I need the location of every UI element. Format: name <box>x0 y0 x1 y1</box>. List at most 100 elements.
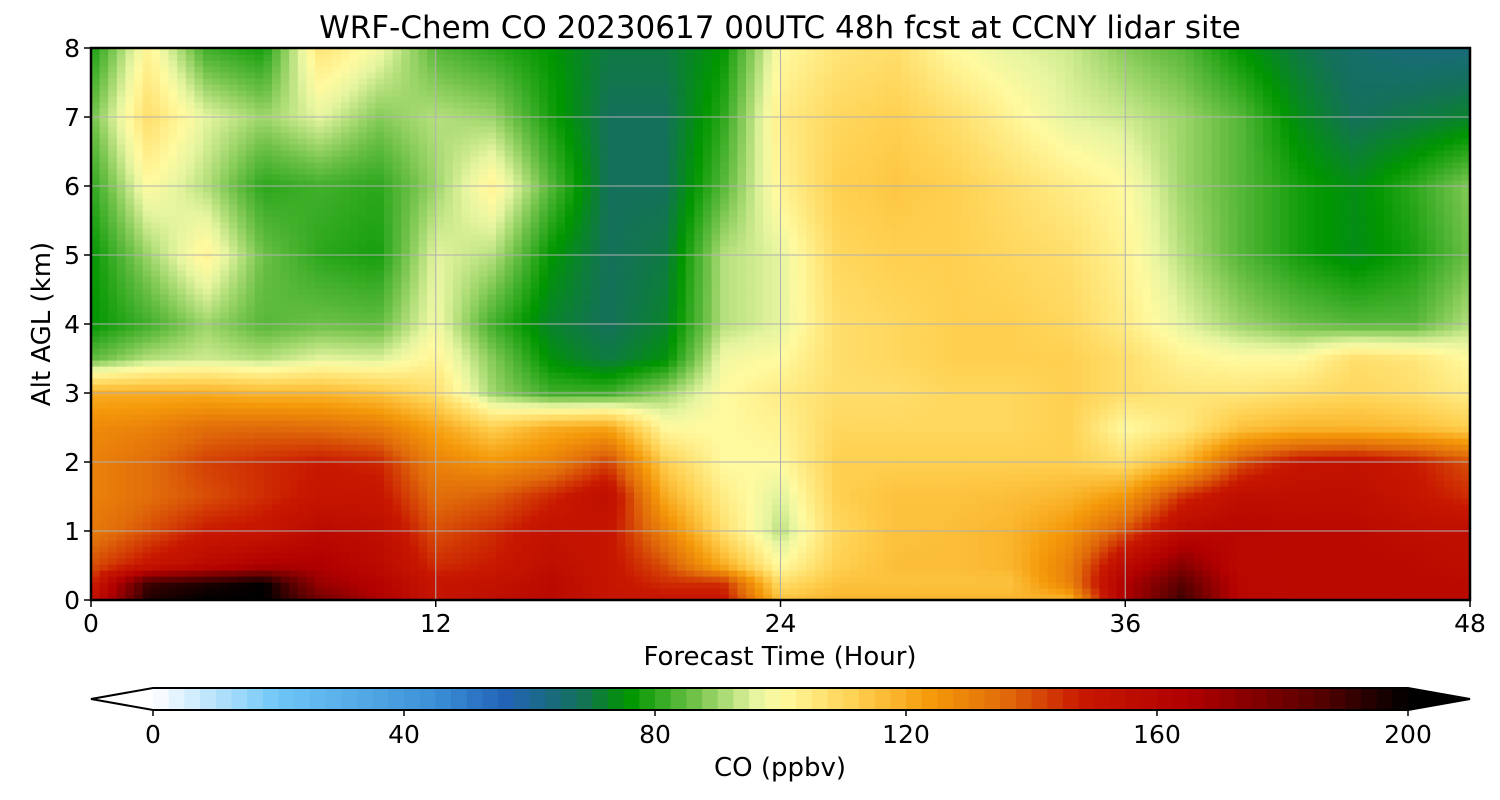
heatmap-cell <box>151 498 160 505</box>
heatmap-cell <box>177 438 186 445</box>
heatmap-cell <box>332 498 341 505</box>
heatmap-cell <box>117 246 126 253</box>
heatmap-cell <box>358 432 367 439</box>
heatmap-cell <box>143 78 152 85</box>
heatmap-cell <box>496 84 505 91</box>
heatmap-cell <box>125 216 134 223</box>
heatmap-cell <box>246 138 255 145</box>
heatmap-cell <box>375 210 384 217</box>
heatmap-cell <box>479 396 488 403</box>
heatmap-cell <box>358 336 367 343</box>
heatmap-cell <box>151 246 160 253</box>
heatmap-cell <box>393 258 402 265</box>
heatmap-cell <box>125 360 134 367</box>
heatmap-cell <box>436 216 445 223</box>
heatmap-cell <box>324 438 333 445</box>
heatmap-cell <box>169 360 178 367</box>
heatmap-cell <box>160 288 169 295</box>
heatmap-cell <box>401 144 410 151</box>
heatmap-cell <box>393 276 402 283</box>
heatmap-cell <box>238 210 247 217</box>
heatmap-cell <box>462 282 471 289</box>
heatmap-cell <box>393 582 402 589</box>
heatmap-cell <box>341 90 350 97</box>
heatmap-cell <box>367 174 376 181</box>
heatmap-cell <box>375 144 384 151</box>
heatmap-cell <box>479 486 488 493</box>
heatmap-cell <box>281 426 290 433</box>
heatmap-cell <box>410 96 419 103</box>
heatmap-cell <box>487 516 496 523</box>
heatmap-cell <box>177 156 186 163</box>
heatmap-cell <box>496 414 505 421</box>
heatmap-cell <box>220 54 229 61</box>
heatmap-cell <box>548 144 557 151</box>
heatmap-cell <box>419 516 428 523</box>
heatmap-cell <box>108 450 117 457</box>
heatmap-cell <box>220 264 229 271</box>
heatmap-cell <box>246 222 255 229</box>
heatmap-cell <box>358 324 367 331</box>
heatmap-cell <box>134 228 143 235</box>
heatmap-cell <box>134 588 143 595</box>
heatmap-cell <box>513 582 522 589</box>
heatmap-cell <box>212 540 221 547</box>
heatmap-cell <box>151 138 160 145</box>
heatmap-cell <box>281 258 290 265</box>
heatmap-cell <box>203 156 212 163</box>
heatmap-cell <box>410 258 419 265</box>
heatmap-cell <box>272 270 281 277</box>
heatmap-cell <box>143 378 152 385</box>
heatmap-cell <box>306 450 315 457</box>
heatmap-cell <box>315 192 324 199</box>
heatmap-cell <box>108 186 117 193</box>
heatmap-cell <box>487 156 496 163</box>
heatmap-cell <box>186 558 195 565</box>
heatmap-cell <box>505 420 514 427</box>
heatmap-cell <box>470 240 479 247</box>
heatmap-cell <box>350 72 359 79</box>
heatmap-cell <box>324 186 333 193</box>
heatmap-cell <box>496 258 505 265</box>
heatmap-cell <box>263 198 272 205</box>
heatmap-cell <box>125 84 134 91</box>
heatmap-cell <box>341 522 350 529</box>
heatmap-cell <box>444 108 453 115</box>
heatmap-cell <box>203 246 212 253</box>
heatmap-cell <box>125 408 134 415</box>
heatmap-cell <box>134 342 143 349</box>
heatmap-cell <box>470 144 479 151</box>
heatmap-cell <box>91 432 100 439</box>
heatmap-cell <box>272 384 281 391</box>
heatmap-cell <box>513 432 522 439</box>
heatmap-cell <box>401 468 410 475</box>
heatmap-cell <box>151 228 160 235</box>
heatmap-cell <box>470 108 479 115</box>
heatmap-cell <box>246 492 255 499</box>
heatmap-cell <box>401 396 410 403</box>
heatmap-cell <box>306 282 315 289</box>
heatmap-cell <box>470 462 479 469</box>
heatmap-cell <box>151 90 160 97</box>
heatmap-cell <box>263 234 272 241</box>
heatmap-cell <box>358 288 367 295</box>
heatmap-cell <box>143 246 152 253</box>
heatmap-cell <box>298 408 307 415</box>
heatmap-cell <box>539 126 548 133</box>
heatmap-cell <box>151 54 160 61</box>
heatmap-cell <box>358 312 367 319</box>
heatmap-cell <box>496 270 505 277</box>
heatmap-cell <box>194 336 203 343</box>
heatmap-cell <box>358 306 367 313</box>
heatmap-cell <box>444 576 453 583</box>
heatmap-cell <box>401 234 410 241</box>
heatmap-cell <box>289 54 298 61</box>
heatmap-cell <box>281 450 290 457</box>
heatmap-cell <box>246 438 255 445</box>
heatmap-cell <box>436 246 445 253</box>
heatmap-cell <box>298 426 307 433</box>
heatmap-cell <box>186 186 195 193</box>
heatmap-cell <box>298 546 307 553</box>
heatmap-cell <box>125 366 134 373</box>
heatmap-cell <box>117 234 126 241</box>
